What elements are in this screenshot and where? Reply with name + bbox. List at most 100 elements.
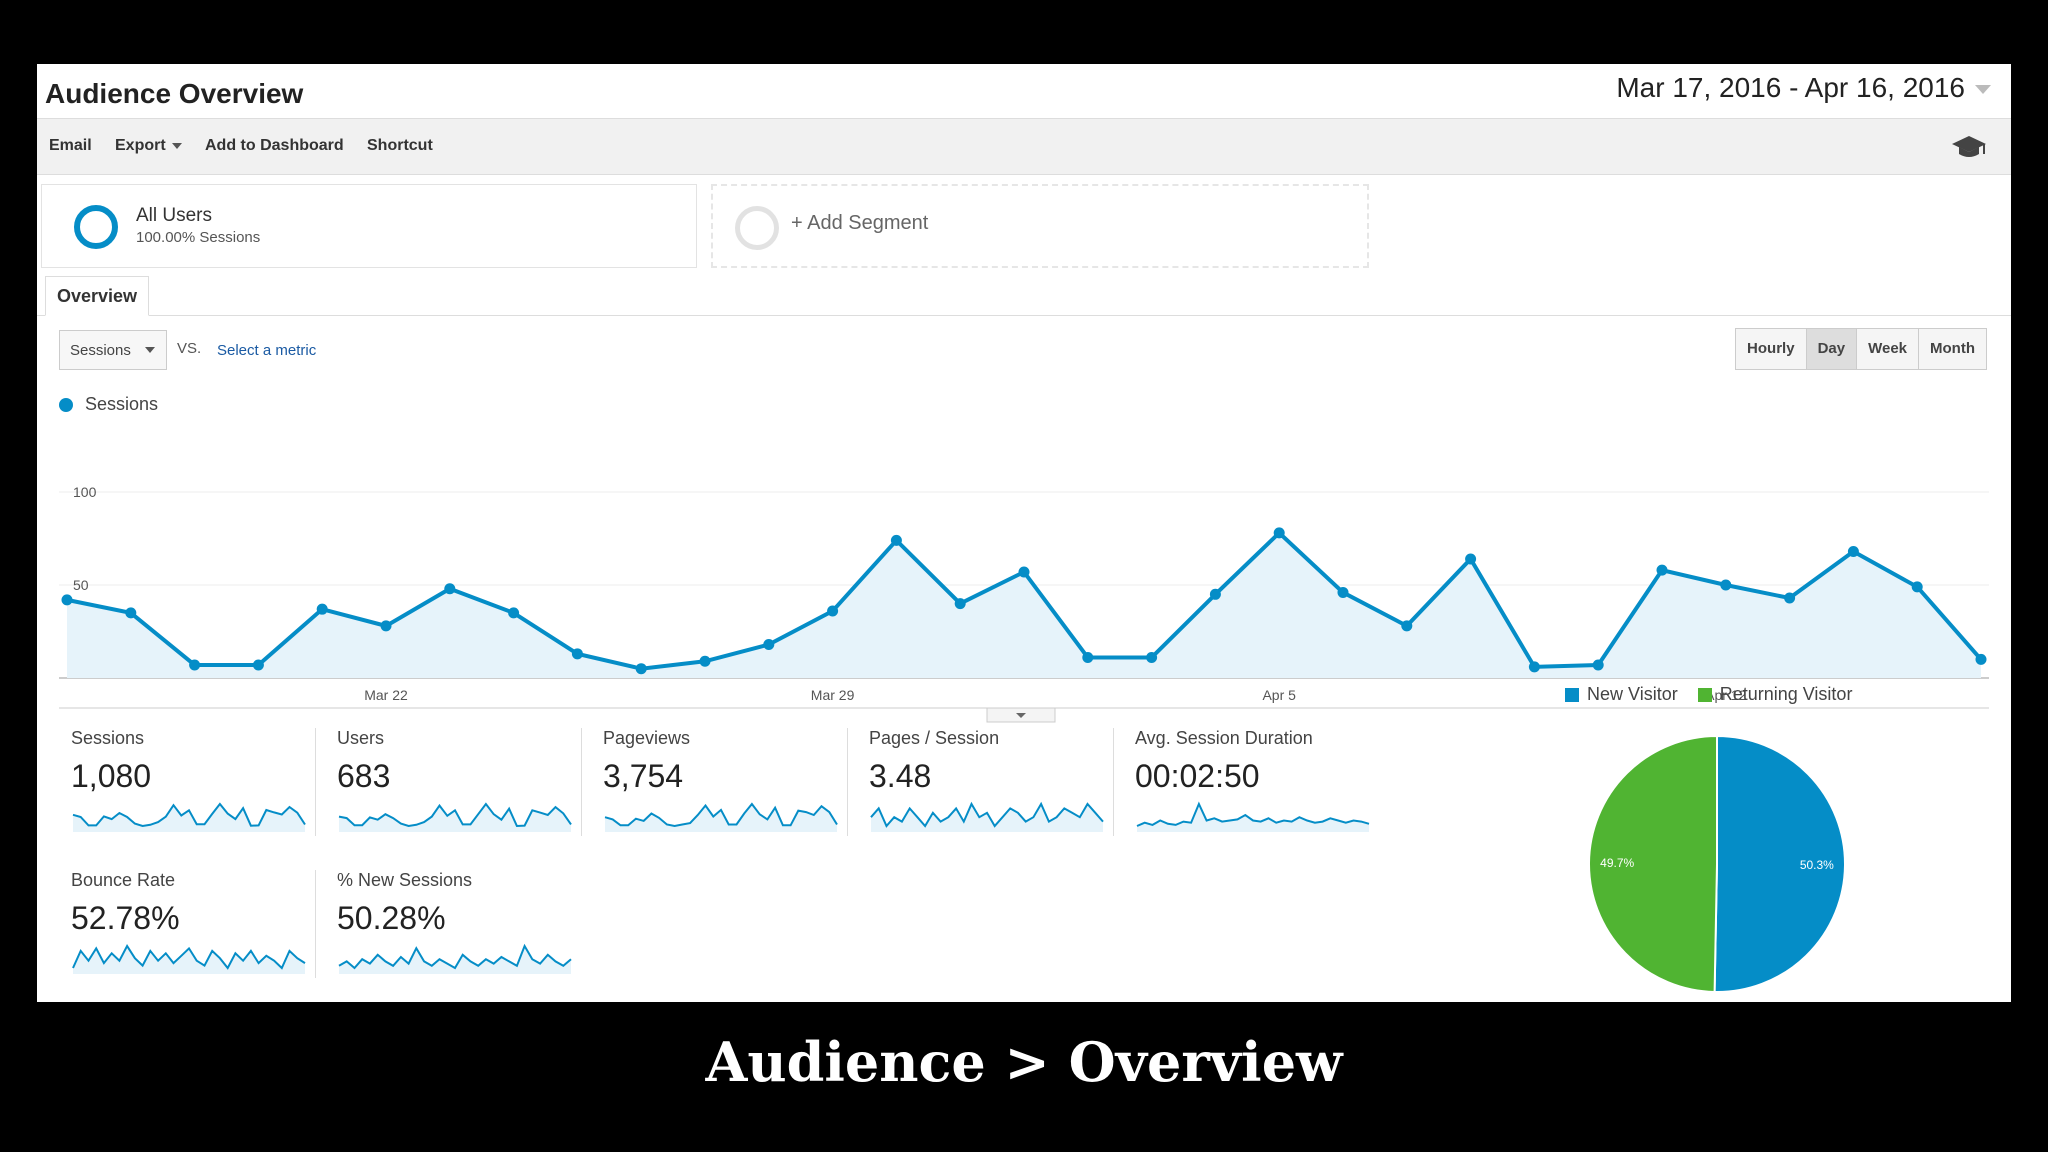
x-tick-label: Mar 29 (811, 687, 855, 703)
sparkline (72, 944, 306, 974)
tab-overview[interactable]: Overview (45, 276, 149, 316)
scorecard-bounce-rate[interactable]: Bounce Rate 52.78% (49, 870, 314, 978)
add-segment-button[interactable]: + Add Segment (711, 184, 1369, 268)
sessions-point[interactable] (252, 659, 264, 671)
pie-legend: New Visitor Returning Visitor (1565, 684, 1852, 705)
scorecard-value: 1,080 (71, 758, 152, 794)
sessions-point[interactable] (1146, 652, 1158, 664)
slide-caption: Audience > Overview (705, 1030, 1343, 1094)
sparkline-line (72, 944, 306, 970)
sessions-point[interactable] (1911, 581, 1923, 593)
graduation-cap-icon[interactable] (1951, 133, 1987, 161)
email-button[interactable]: Email (49, 137, 92, 155)
scorecard-sessions[interactable]: Sessions 1,080 (49, 728, 314, 836)
add-to-dashboard-label: Add to Dashboard (205, 137, 344, 154)
y-tick-label: 100 (73, 484, 97, 500)
sessions-point[interactable] (189, 659, 201, 671)
scorecard-label: Bounce Rate (71, 870, 176, 890)
sessions-point[interactable] (1592, 659, 1604, 671)
sessions-point[interactable] (635, 663, 647, 675)
sparkline-area (339, 804, 571, 832)
scorecard-label: Sessions (71, 728, 145, 748)
granularity-day-button[interactable]: Day (1805, 329, 1857, 369)
header-divider (37, 118, 2011, 119)
select-metric-link[interactable]: Select a metric (217, 342, 317, 359)
caret-down-icon (171, 143, 182, 149)
granularity-toggle: Hourly Day Week Month (1735, 328, 1987, 370)
scorecard-users[interactable]: Users 683 (315, 728, 580, 836)
sparkline-area (73, 804, 305, 832)
scorecard-pages-session[interactable]: Pages / Session 3.48 (847, 728, 1112, 836)
empty-segment-ring-icon (735, 206, 779, 250)
scorecard-divider (581, 728, 582, 836)
x-tick-label: Apr 5 (1262, 687, 1296, 703)
sessions-point[interactable] (1720, 579, 1732, 591)
sessions-point[interactable] (316, 603, 328, 615)
scorecard-divider (1113, 728, 1114, 836)
scorecard-label: Users (337, 728, 385, 748)
chart-handle-caret-icon (1016, 713, 1026, 718)
scorecard-new-sessions[interactable]: % New Sessions 50.28% (315, 870, 580, 978)
sessions-point[interactable] (1784, 592, 1796, 604)
add-to-dashboard-button[interactable]: Add to Dashboard (205, 137, 344, 155)
sparkline (1136, 801, 1370, 832)
granularity-week-button[interactable]: Week (1856, 329, 1919, 369)
sessions-point[interactable] (508, 607, 520, 619)
audience-overview-panel: Audience Overview Mar 17, 2016 - Apr 16,… (37, 64, 2011, 1002)
sparkline-line (338, 802, 572, 828)
scorecard-label: % New Sessions (337, 870, 473, 890)
metric-select-dropdown[interactable]: Sessions (59, 330, 167, 370)
sessions-point[interactable] (1847, 546, 1859, 558)
scorecard-value: 683 (337, 758, 391, 794)
sparkline-area (1137, 804, 1369, 832)
visitor-pie-chart: 50.3% 49.7% (1588, 734, 1846, 993)
sparkline-line (604, 802, 838, 828)
scorecard-value: 52.78% (71, 900, 180, 936)
shortcut-button[interactable]: Shortcut (367, 137, 433, 155)
sessions-point[interactable] (1273, 527, 1285, 539)
scorecard-label: Avg. Session Duration (1135, 728, 1313, 748)
export-button[interactable]: Export (115, 137, 182, 155)
sessions-point[interactable] (444, 583, 456, 595)
sessions-point[interactable] (954, 598, 966, 610)
sessions-point[interactable] (1528, 661, 1540, 673)
sparkline (604, 802, 838, 832)
sessions-point[interactable] (1656, 564, 1668, 576)
granularity-month-button[interactable]: Month (1918, 329, 1986, 369)
sessions-point[interactable] (699, 655, 711, 667)
caret-down-icon (1975, 84, 1991, 94)
sessions-point[interactable] (890, 534, 902, 546)
pie-slice-new-visitor[interactable] (1713, 734, 1846, 993)
sessions-point[interactable] (827, 605, 839, 617)
sessions-point[interactable] (1401, 620, 1413, 632)
export-label: Export (115, 137, 166, 154)
pie-label-new-visitor: 50.3% (1800, 858, 1834, 872)
sparkline (870, 801, 1104, 832)
sessions-point[interactable] (1975, 653, 1987, 665)
sessions-point[interactable] (1337, 586, 1349, 598)
email-label: Email (49, 137, 92, 154)
shortcut-label: Shortcut (367, 137, 433, 154)
x-tick-label: Mar 22 (364, 687, 408, 703)
report-toolbar: Email Export Add to Dashboard Shortcut (37, 119, 2011, 175)
scorecard-pageviews[interactable]: Pageviews 3,754 (581, 728, 846, 836)
date-range-picker[interactable]: Mar 17, 2016 - Apr 16, 2016 (1616, 72, 1991, 104)
sessions-point[interactable] (125, 607, 137, 619)
segment-name: All Users (136, 205, 213, 226)
segment-all-users[interactable]: All Users 100.00% Sessions (41, 184, 697, 268)
sessions-point[interactable] (763, 639, 775, 651)
sessions-point[interactable] (1209, 588, 1221, 600)
sessions-point[interactable] (571, 648, 583, 660)
sessions-point[interactable] (61, 594, 73, 606)
date-range-label: Mar 17, 2016 - Apr 16, 2016 (1616, 72, 1965, 103)
pie-slice-returning-visitor[interactable] (1588, 734, 1718, 993)
sessions-point[interactable] (1082, 652, 1094, 664)
sparkline (338, 943, 572, 974)
scorecard-avg-session-duration[interactable]: Avg. Session Duration 00:02:50 (1113, 728, 1378, 836)
sessions-point[interactable] (1018, 566, 1030, 578)
sessions-point[interactable] (380, 620, 392, 632)
returning-visitor-swatch (1697, 687, 1712, 702)
sessions-point[interactable] (1465, 553, 1477, 565)
new-visitor-swatch (1565, 687, 1579, 702)
granularity-hourly-button[interactable]: Hourly (1736, 329, 1806, 369)
